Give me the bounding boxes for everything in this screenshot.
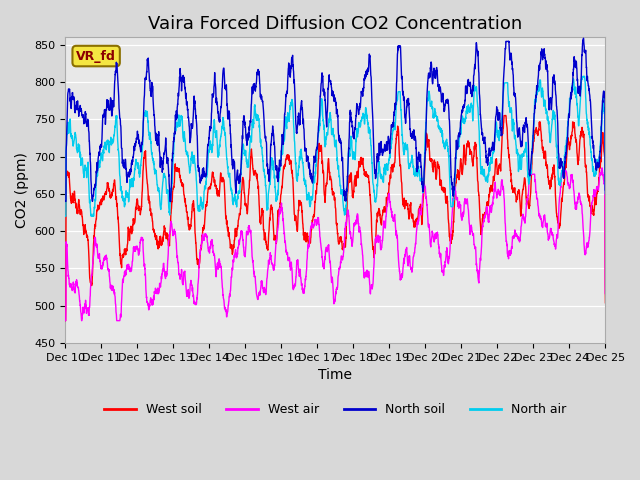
Title: Vaira Forced Diffusion CO2 Concentration: Vaira Forced Diffusion CO2 Concentration: [148, 15, 522, 33]
X-axis label: Time: Time: [319, 368, 353, 382]
Y-axis label: CO2 (ppm): CO2 (ppm): [15, 152, 29, 228]
Legend: West soil, West air, North soil, North air: West soil, West air, North soil, North a…: [99, 398, 572, 421]
Text: VR_fd: VR_fd: [76, 49, 116, 62]
